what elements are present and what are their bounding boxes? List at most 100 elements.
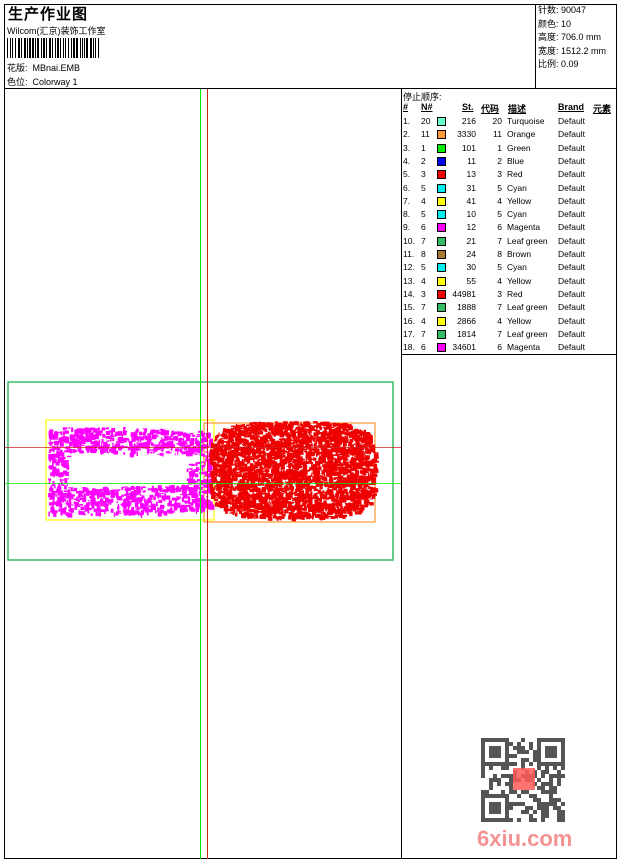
table-row: 8. 5 10 5 Cyan Default: [402, 208, 616, 221]
row-code: 5: [497, 262, 502, 273]
row-stitches: 11: [467, 155, 476, 166]
barcode-bar: [82, 38, 83, 58]
row-brand: Default: [558, 116, 585, 126]
row-needle: 8: [421, 249, 426, 259]
barcode-bar: [55, 38, 56, 58]
row-needle: 4: [421, 275, 426, 286]
row-desc: Leaf green: [507, 302, 548, 313]
color-swatch: [437, 316, 446, 326]
barcode-bar: [80, 38, 81, 58]
row-code: 6: [497, 342, 502, 353]
row-stitches: 41: [466, 195, 476, 206]
row-stitches: 216: [461, 116, 476, 126]
color-swatch: [437, 183, 446, 193]
table-row: 18. 6 34601 6 Magenta Default: [402, 341, 616, 354]
row-brand: Default: [558, 328, 585, 339]
barcode-bar: [71, 38, 72, 58]
table-row: 15. 7 1888 7 Leaf green Default: [402, 301, 616, 314]
row-desc: Turquoise: [507, 116, 545, 126]
row-stitches: 10: [466, 209, 476, 220]
row-code: 7: [497, 328, 502, 339]
col-needle: N#: [421, 102, 433, 112]
barcode-bar: [65, 38, 66, 58]
design-file: 花版: MBnai.EMB: [7, 61, 80, 74]
row-stitches: 13: [466, 169, 476, 180]
color-swatch: [437, 303, 446, 313]
row-stitches: 30: [466, 262, 476, 273]
color-swatch: [437, 210, 446, 220]
barcode-bar: [27, 38, 28, 58]
barcode-bar: [86, 38, 88, 58]
row-stitches: 44981: [452, 288, 476, 299]
table-row: 17. 7 1814 7 Leaf green Default: [402, 328, 616, 341]
color-swatch: [437, 263, 446, 273]
table-row: 16. 4 2866 4 Yellow Default: [402, 315, 616, 328]
row-brand: Default: [558, 222, 585, 233]
page-title: 生产作业图: [8, 6, 89, 23]
row-num: 6.: [403, 182, 411, 193]
row-num: 10.: [403, 235, 415, 246]
row-needle: 2: [421, 155, 426, 166]
barcode: [7, 38, 103, 58]
row-num: 5.: [403, 169, 411, 180]
row-code: 6: [497, 222, 502, 233]
table-row: 5. 3 13 3 Red Default: [402, 168, 616, 181]
barcode-bar: [21, 38, 22, 58]
barcode-bar: [32, 38, 34, 58]
info-value: 10: [561, 18, 572, 29]
row-num: 7.: [403, 195, 411, 206]
row-needle: 5: [421, 262, 426, 273]
row-num: 13.: [403, 275, 415, 286]
row-num: 17.: [403, 328, 415, 339]
row-needle: 20: [421, 116, 431, 126]
row-needle: 3: [421, 169, 426, 180]
row-code: 1: [497, 142, 502, 153]
design-value: MBnai.EMB: [32, 63, 81, 73]
table-row: 12. 5 30 5 Cyan Default: [402, 261, 616, 274]
barcode-bar: [37, 38, 39, 58]
table-row: 7. 4 41 4 Yellow Default: [402, 195, 616, 208]
color-swatch: [437, 329, 446, 339]
row-desc: Blue: [507, 155, 525, 166]
info-value: 706.0 mm: [561, 32, 602, 42]
barcode-bar: [49, 38, 51, 58]
row-code: 11: [493, 129, 502, 140]
barcode-bar: [35, 38, 36, 58]
row-num: 1.: [403, 116, 411, 126]
row-num: 14.: [403, 288, 415, 299]
row-desc: Yellow: [507, 195, 532, 206]
color-swatch: [437, 156, 446, 166]
row-needle: 3: [421, 288, 426, 299]
info-label: 宽度:: [538, 45, 559, 56]
color-swatch: [437, 223, 446, 233]
barcode-bar: [18, 38, 20, 58]
barcode-bar: [73, 38, 75, 58]
barcode-bar: [52, 38, 53, 58]
row-desc: Red: [507, 169, 523, 180]
row-stitches: 2866: [457, 315, 476, 326]
table-row: 10. 7 21 7 Leaf green Default: [402, 235, 616, 248]
barcode-bar: [15, 38, 16, 58]
col-num: #: [403, 102, 409, 112]
row-desc: Brown: [507, 249, 532, 259]
row-desc: Cyan: [507, 182, 527, 193]
barcode-bar: [68, 38, 69, 58]
info-item: 高度: 706.0 mm: [536, 31, 617, 45]
stop-sequence-label: 停止顺序:: [403, 92, 442, 102]
row-needle: 4: [421, 195, 426, 206]
row-desc: Yellow: [507, 315, 532, 326]
row-stitches: 55: [466, 275, 476, 286]
table-row: 9. 6 12 6 Magenta Default: [402, 221, 616, 234]
info-value: 90047: [561, 5, 587, 15]
row-code: 3: [497, 169, 502, 180]
qr-stamp: [513, 768, 535, 790]
color-swatch: [437, 250, 446, 259]
design-preview: [5, 89, 401, 859]
row-brand: Default: [558, 249, 585, 259]
row-needle: 11: [421, 129, 430, 140]
info-item: 比例: 0.09: [536, 58, 617, 72]
info-label: 颜色:: [538, 18, 559, 29]
row-num: 9.: [403, 222, 411, 233]
row-brand: Default: [558, 315, 585, 326]
row-num: 2.: [403, 129, 411, 140]
